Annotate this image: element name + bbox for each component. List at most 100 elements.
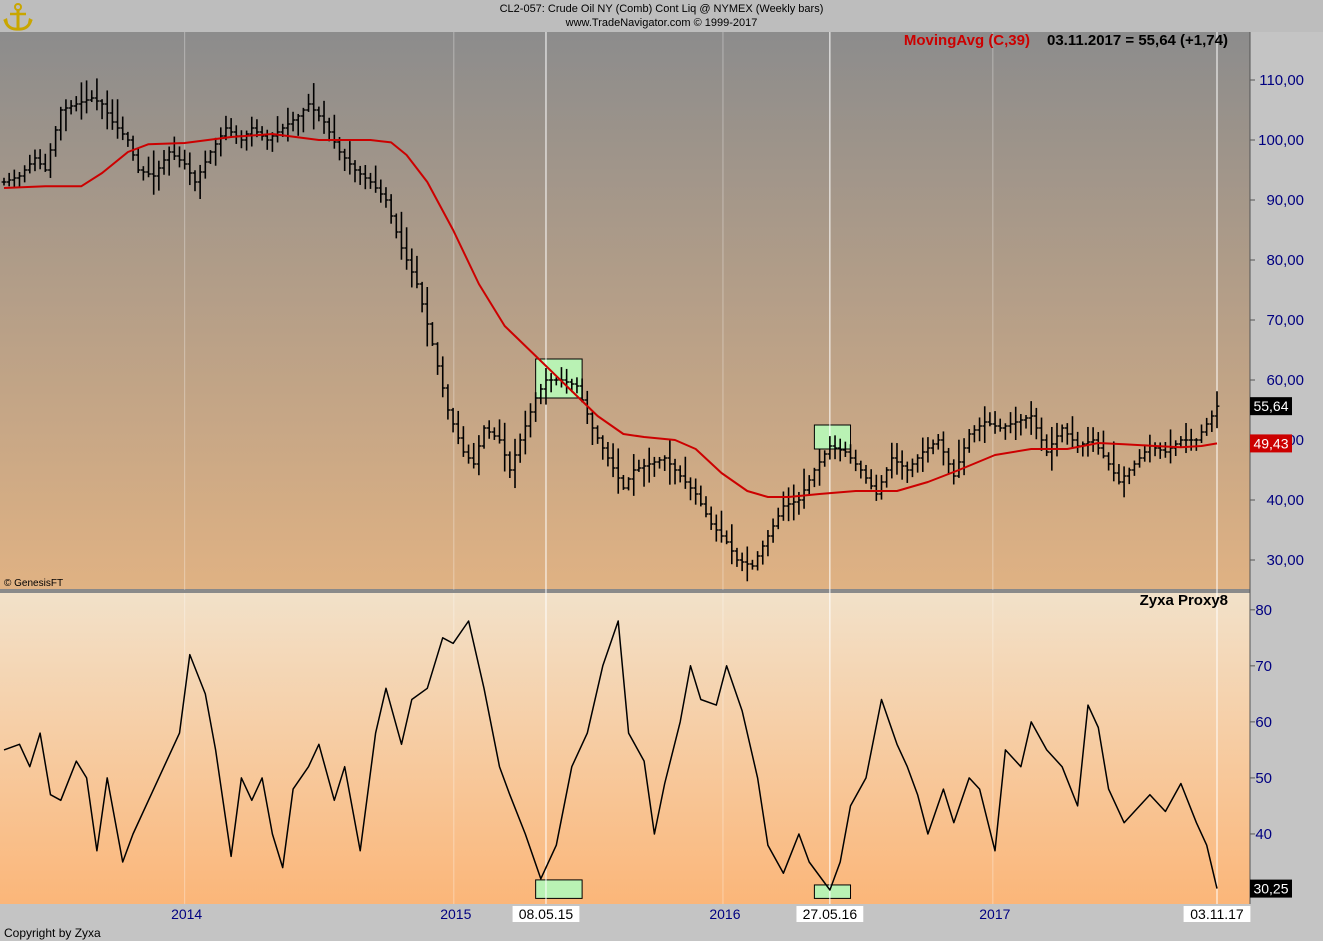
ohlc-bar <box>352 160 358 183</box>
ind-tick-label: 70 <box>1255 658 1272 675</box>
ohlc-bar <box>832 435 838 460</box>
ohlc-bar <box>99 99 105 120</box>
ohlc-bar <box>135 147 141 174</box>
indicator-panel-background <box>0 593 1250 904</box>
ohlc-bar <box>11 169 17 189</box>
ohlc-bar <box>419 281 425 313</box>
ohlc-bar <box>1090 427 1096 452</box>
ohlc-bar <box>672 458 678 485</box>
ohlc-bar <box>631 454 637 496</box>
ohlc-bar <box>894 443 900 475</box>
ohlc-bar <box>1101 430 1106 459</box>
ohlc-bar <box>528 403 533 438</box>
ohlc-bar <box>115 99 120 139</box>
ohlc-bar <box>368 172 373 189</box>
ohlc-bar <box>811 467 817 488</box>
ohlc-bar <box>430 322 435 346</box>
ohlc-bar <box>729 524 735 565</box>
zyxa-proxy8-line <box>3 620 1218 891</box>
ohlc-bar <box>682 456 688 489</box>
ohlc-bar <box>264 129 270 150</box>
ohlc-bar <box>579 378 585 403</box>
ohlc-bar <box>1028 401 1034 435</box>
ohlc-bar <box>734 547 740 567</box>
ohlc-bar <box>688 477 693 501</box>
ohlc-bar <box>497 419 502 444</box>
ohlc-bar <box>42 153 48 172</box>
ohlc-bar <box>935 434 941 450</box>
year-label-2015: 2015 <box>440 906 471 922</box>
ohlc-bar <box>491 427 497 440</box>
ohlc-bar <box>22 165 28 183</box>
ohlc-bar <box>1121 466 1127 498</box>
ohlc-bar <box>58 106 64 141</box>
ohlc-bar <box>1126 467 1132 485</box>
ohlc-bar <box>920 437 926 472</box>
date-marker-label-bg-2 <box>796 906 864 922</box>
ohlc-bar <box>331 114 337 149</box>
chart-title: CL2-057: Crude Oil NY (Comb) Cont Liq @ … <box>499 3 824 15</box>
ohlc-bar <box>1214 391 1220 429</box>
ohlc-bar <box>1008 412 1013 434</box>
ohlc-bar <box>1173 440 1179 456</box>
ohlc-bar <box>424 287 430 347</box>
ohlc-bar <box>868 469 874 490</box>
ohlc-bar <box>842 441 848 457</box>
ohlc-bar <box>1132 460 1137 476</box>
ohlc-bar <box>63 99 69 132</box>
ohlc-bar <box>316 106 322 122</box>
ohlc-bar <box>151 150 157 195</box>
ohlc-bar <box>791 484 797 521</box>
ohlc-bar <box>486 420 492 439</box>
panel-separator[interactable] <box>0 589 1323 593</box>
ohlc-bar <box>84 80 89 114</box>
ohlc-bar <box>641 458 647 487</box>
ohlc-bar <box>218 127 224 157</box>
ohlc-bar <box>930 439 936 455</box>
ohlc-bar <box>677 465 683 483</box>
ohlc-bar <box>533 392 539 422</box>
ohlc-bar <box>1064 423 1070 445</box>
ohlc-bar <box>972 425 977 443</box>
date-marker-label-1: 08.05.15 <box>519 906 574 922</box>
ohlc-bar <box>512 438 518 489</box>
ohlc-bar <box>600 435 606 460</box>
ohlc-bar <box>440 356 446 398</box>
ohlc-bar <box>393 213 399 239</box>
ohlc-bar <box>202 150 208 179</box>
ohlc-bar <box>68 100 74 115</box>
ohlc-bar <box>822 450 828 467</box>
indicator-highlight-box-2 <box>813 884 852 899</box>
ohlc-bar <box>109 99 115 130</box>
ohlc-bar <box>636 459 642 472</box>
ohlc-bar <box>719 510 724 543</box>
ohlc-bar <box>1106 452 1112 471</box>
ohlc-bar <box>693 478 699 505</box>
ohlc-bar <box>27 154 33 174</box>
ohlc-bar <box>646 447 652 483</box>
ohlc-bar <box>956 439 962 478</box>
ohlc-bar <box>37 149 43 170</box>
ohlc-bar <box>997 418 1003 432</box>
ohlc-bar <box>259 126 265 141</box>
legend-value: 03.11.2017 = 55,64 (+1,74) <box>1047 32 1228 49</box>
ohlc-bar <box>275 116 280 143</box>
ohlc-bar <box>837 438 843 462</box>
ohlc-bar <box>827 436 833 460</box>
ohlc-bar <box>553 377 559 386</box>
ohlc-bar <box>502 422 508 472</box>
ohlc-bar <box>703 496 709 518</box>
ohlc-bar <box>708 506 714 530</box>
ind-tick-label: 60 <box>1255 714 1272 731</box>
ohlc-bar <box>517 433 523 463</box>
ohlc-bar <box>786 487 791 522</box>
ohlc-bar <box>290 111 296 132</box>
date-marker-label-bg-1 <box>512 906 580 922</box>
ohlc-bar <box>605 441 611 467</box>
ohlc-bar <box>1059 424 1065 443</box>
ohlc-bar <box>775 507 781 530</box>
ohlc-bar <box>621 474 626 490</box>
ohlc-bar <box>765 530 771 557</box>
ohlc-bar <box>744 546 750 582</box>
